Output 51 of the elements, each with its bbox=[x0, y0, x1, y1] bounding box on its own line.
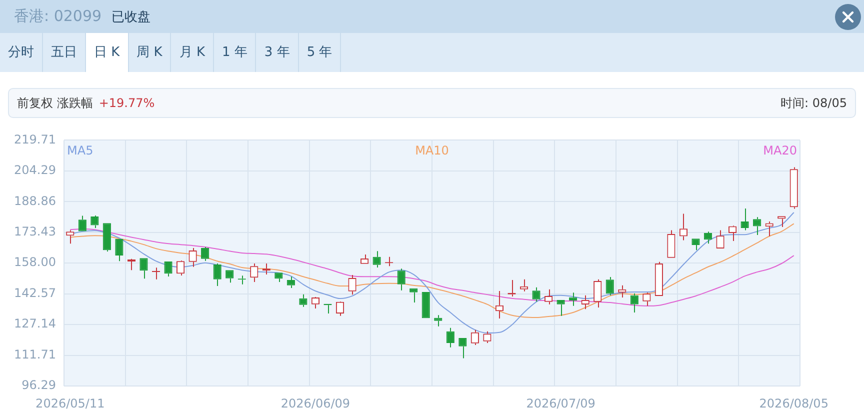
x-tick-label: 2026/07/09 bbox=[526, 396, 596, 410]
candlestick bbox=[667, 230, 676, 258]
tab: 周 K bbox=[128, 33, 172, 72]
candlestick bbox=[594, 278, 602, 308]
candlestick bbox=[213, 263, 222, 287]
candlestick bbox=[434, 314, 442, 327]
candlestick bbox=[654, 261, 663, 296]
y-tick-label: 127.14 bbox=[14, 316, 56, 331]
text: MA5 bbox=[67, 143, 94, 158]
candlestick bbox=[422, 292, 430, 318]
tab: 3 年 bbox=[256, 33, 299, 72]
y-tick-label: 188.86 bbox=[14, 194, 56, 208]
text: +19.77% bbox=[98, 96, 155, 110]
tab: 5 年 bbox=[298, 33, 342, 72]
x-tick-label: 2026/08/05 bbox=[759, 396, 828, 410]
y-tick-label: 173.43 bbox=[14, 224, 56, 238]
candlestick bbox=[606, 276, 614, 296]
candlestick bbox=[115, 239, 124, 262]
y-tick-label: 219.71 bbox=[14, 132, 56, 146]
candlestick bbox=[520, 278, 528, 292]
candlestick bbox=[458, 338, 467, 359]
x-tick-label: 2026/05/11 bbox=[36, 396, 105, 410]
y-tick-label: 111.71 bbox=[14, 347, 56, 362]
tab: 分时 bbox=[0, 33, 43, 72]
line-series bbox=[70, 223, 794, 318]
candlestick bbox=[274, 272, 283, 283]
x-tick-label: 2026/06/09 bbox=[280, 396, 350, 410]
tab: 日 K bbox=[86, 33, 129, 72]
chart-subtitle: 已收盘 bbox=[112, 8, 151, 26]
candlestick bbox=[299, 294, 308, 308]
candlestick bbox=[102, 223, 111, 252]
chart-title: 香港: 02099 bbox=[14, 7, 102, 26]
tab: 月 K bbox=[171, 33, 214, 72]
text: MA20 bbox=[763, 143, 797, 158]
y-tick-label: 142.57 bbox=[14, 286, 56, 300]
y-tick-label: 204.29 bbox=[14, 163, 56, 178]
candlestick bbox=[495, 290, 504, 319]
candlestick bbox=[692, 238, 700, 251]
tab: 1 年 bbox=[214, 33, 256, 72]
y-tick-label: 96.29 bbox=[22, 378, 56, 392]
candlestick bbox=[152, 267, 160, 280]
candlestick bbox=[410, 288, 418, 304]
candlestick bbox=[556, 300, 565, 316]
text: MA10 bbox=[415, 143, 449, 158]
candlestick bbox=[360, 254, 369, 264]
candlestick bbox=[397, 268, 406, 291]
text: 时间: 08/05 bbox=[780, 94, 847, 112]
candlestick bbox=[581, 294, 590, 310]
text: 前复权 涨跌幅 bbox=[17, 96, 93, 110]
y-tick-label: 158.00 bbox=[14, 255, 56, 270]
candlestick bbox=[66, 230, 74, 244]
